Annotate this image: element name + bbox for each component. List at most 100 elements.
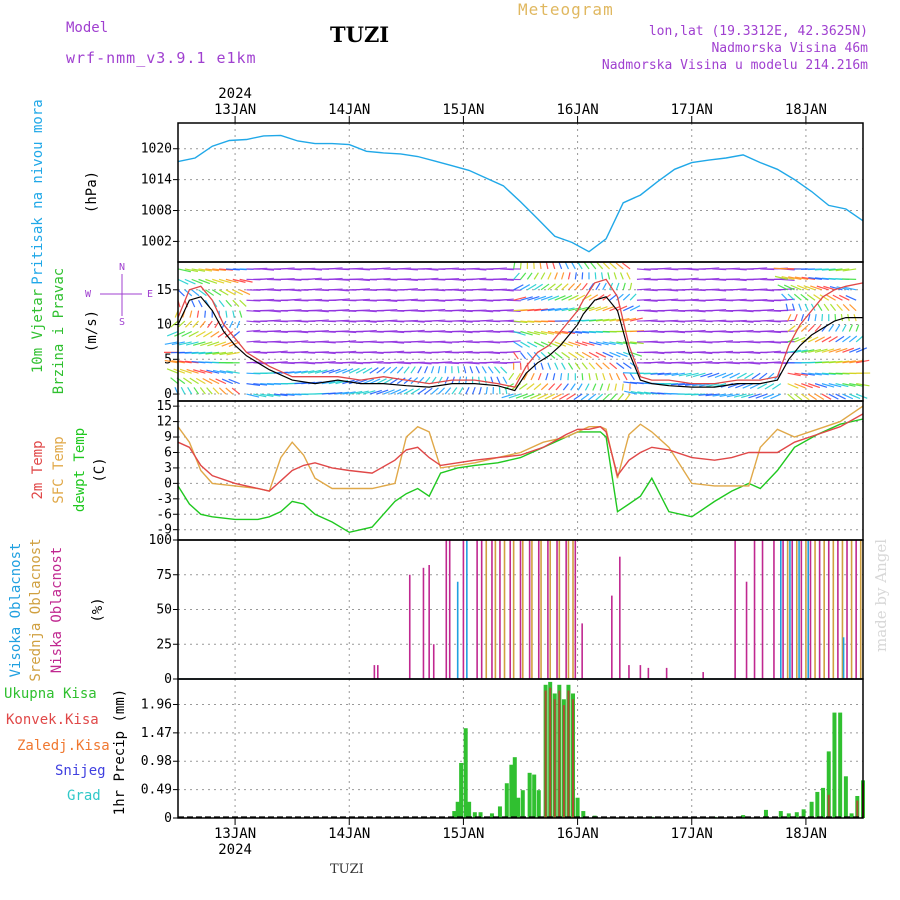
wind-arrow	[342, 368, 354, 374]
y-tick-label: 0.98	[141, 754, 172, 769]
wind-arrow	[848, 324, 853, 332]
wind-arrow	[166, 368, 179, 374]
precip-bar	[763, 809, 768, 818]
wind-arrow	[759, 372, 768, 380]
bottom-day-label: 15JAN	[442, 826, 484, 842]
wind-arrow	[205, 278, 218, 284]
wind-arrow	[545, 373, 549, 381]
wind-arrow	[849, 359, 863, 364]
wind-arrow	[829, 286, 843, 291]
precip-legend-item: Konvek.Kisa	[6, 712, 99, 728]
wind-arrow	[588, 373, 591, 381]
y-tick-label: 6	[164, 445, 172, 460]
wind-arrow	[573, 393, 583, 401]
wind-arrow	[581, 373, 584, 381]
wind-arrow	[671, 383, 685, 386]
wind-arrow	[777, 284, 788, 291]
wind-arrow	[588, 341, 602, 346]
wind-arrow	[253, 383, 268, 386]
wind-arrow	[807, 313, 811, 322]
wind-arrow	[609, 318, 623, 322]
wind-arrow	[239, 310, 243, 318]
wind-arrow	[832, 294, 843, 301]
precip-legend-item: Zaledj.Kisa	[17, 738, 110, 754]
wind-arrow	[561, 272, 565, 280]
wind-arrow	[577, 383, 583, 391]
y-tick-label: 0	[164, 811, 172, 826]
wind-arrow	[700, 372, 713, 378]
precip-bar	[575, 797, 580, 818]
precip-bar	[520, 790, 525, 818]
wind-arrow	[787, 349, 802, 353]
wind-arrow	[623, 317, 637, 322]
y-tick-label: 75	[156, 568, 172, 583]
wind-arrow	[787, 372, 801, 377]
wind-arrow	[787, 337, 799, 343]
wind-arrow	[849, 383, 863, 387]
wind-arrow	[801, 372, 815, 376]
wind-arrow	[205, 351, 220, 355]
wind-arrow	[558, 393, 569, 400]
wind-arrow	[794, 349, 808, 353]
model-elevation-text: Nadmorska Visina u modelu 214.216m	[601, 58, 868, 73]
wind-arrow	[735, 383, 747, 389]
wind-arrow	[568, 341, 581, 347]
wind-arrow	[602, 318, 617, 322]
precip-bar	[549, 687, 552, 818]
bottom-day-label: 14JAN	[328, 826, 370, 842]
wind-arrow	[362, 367, 373, 374]
wind-arrow	[577, 261, 583, 270]
wind-arrow	[224, 331, 234, 338]
wind-arrow	[198, 289, 207, 297]
wind-arrow	[321, 380, 336, 385]
wind-arrow	[568, 283, 576, 291]
wind-arrow	[369, 389, 382, 395]
wind-arrow	[835, 383, 849, 388]
wind-arrow	[835, 335, 845, 343]
wind-arrow	[624, 390, 638, 395]
wind-arrow	[623, 341, 637, 345]
wind-arrow	[814, 268, 829, 271]
station-title: TUZI	[330, 22, 390, 47]
compass-e: E	[147, 289, 153, 300]
wind-arrow	[193, 369, 206, 374]
wind-arrow	[273, 350, 288, 353]
wind-arrow	[808, 372, 822, 376]
wind-arrow	[764, 383, 775, 390]
wind-arrow	[622, 282, 626, 290]
wind-arrow	[794, 276, 809, 280]
wind-arrow	[595, 373, 599, 381]
wind-arrow	[819, 294, 830, 301]
wind-arrow	[600, 272, 604, 280]
sfc-axis-label: SFC Temp	[51, 436, 67, 503]
wind-arrow	[622, 262, 631, 270]
wind-arrow	[196, 310, 200, 318]
wind-arrow	[211, 289, 222, 296]
wind-arrow	[205, 289, 215, 296]
wind-arrow	[225, 299, 232, 308]
wind-arrow	[801, 383, 813, 389]
wind-arrow	[816, 285, 829, 291]
wind-arrow	[184, 278, 196, 285]
wind-arrow	[564, 261, 569, 270]
wind-arrow	[568, 294, 579, 301]
wind-arrow	[828, 268, 843, 271]
precip-bar	[509, 764, 514, 818]
wind-arrow	[629, 305, 641, 312]
wind-arrow	[219, 370, 233, 374]
wind-arrow	[706, 383, 720, 388]
wind-arrow	[554, 272, 558, 280]
wind-arrow	[671, 372, 686, 377]
wind-arrow	[566, 393, 576, 401]
wind-arrow	[515, 393, 528, 399]
wind-arrow	[787, 325, 796, 332]
wind-arrow	[179, 368, 192, 374]
wind-arrow	[845, 294, 857, 301]
wind-arrow	[533, 341, 545, 348]
wind-arrow	[210, 330, 220, 338]
temp-axis-label: 2m Temp	[30, 440, 46, 499]
wind-arrow	[335, 368, 347, 374]
wind-arrow	[314, 369, 328, 374]
wind-arrow	[609, 362, 618, 370]
wind-arrow	[616, 362, 625, 370]
